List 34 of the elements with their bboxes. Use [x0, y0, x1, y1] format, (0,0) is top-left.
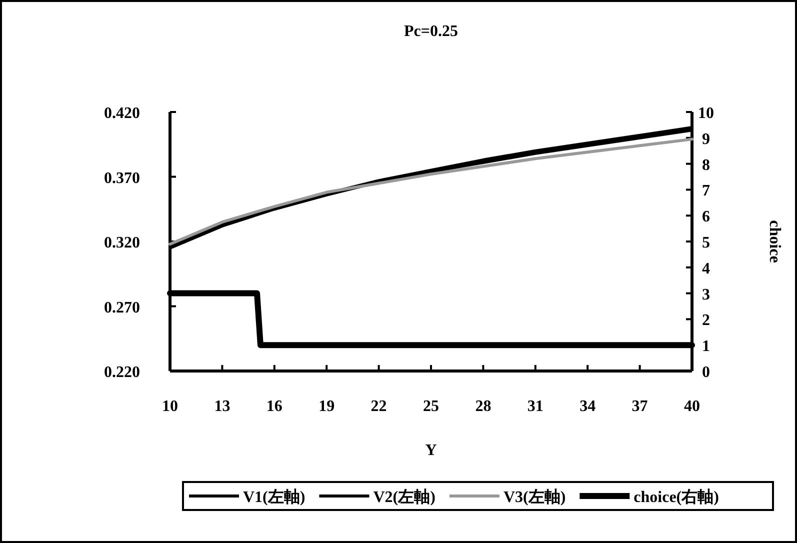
- x-axis-title: Y: [425, 442, 438, 459]
- y-tick-label: 0.420: [104, 105, 140, 122]
- x-tick-label: 40: [684, 398, 700, 415]
- y2-tick-label: 5: [702, 234, 710, 252]
- y2-axis-title: choice: [766, 220, 783, 263]
- y2-tick-label: 6: [702, 208, 710, 226]
- x-tick-label: 10: [162, 398, 178, 415]
- y2-tick-label: 7: [702, 182, 710, 200]
- x-tick-label: 13: [214, 398, 230, 415]
- y2-tick-label: 0: [702, 364, 710, 381]
- x-tick-label: 19: [318, 398, 335, 415]
- x-tick-label: 34: [580, 398, 596, 415]
- y-tick-label: 0.370: [104, 170, 140, 187]
- x-tick-label: 31: [527, 398, 544, 415]
- y2-tick-label: 3: [702, 286, 710, 304]
- y-tick-label: 0.220: [104, 364, 140, 381]
- x-tick-label: 16: [266, 398, 282, 415]
- legend-label: V2(左軸): [373, 488, 436, 506]
- x-tick-label: 28: [475, 398, 492, 415]
- y2-tick-label: 2: [702, 312, 710, 330]
- y-tick-label: 0.320: [104, 234, 140, 252]
- y2-tick-label: 1: [702, 338, 710, 356]
- legend-label: V1(左軸): [243, 488, 306, 506]
- x-tick-label: 37: [632, 398, 648, 415]
- legend-label: V3(左軸): [503, 488, 566, 506]
- y2-tick-label: 10: [698, 105, 714, 122]
- y2-tick-label: 4: [702, 260, 710, 278]
- y-tick-label: 0.270: [104, 299, 140, 316]
- chart-title: Pc=0.25: [404, 23, 458, 40]
- y2-tick-label: 9: [702, 130, 710, 148]
- x-tick-label: 22: [370, 398, 387, 415]
- y2-tick-label: 8: [702, 156, 710, 174]
- legend-label: choice(右軸): [634, 488, 719, 506]
- x-tick-label: 25: [423, 398, 439, 415]
